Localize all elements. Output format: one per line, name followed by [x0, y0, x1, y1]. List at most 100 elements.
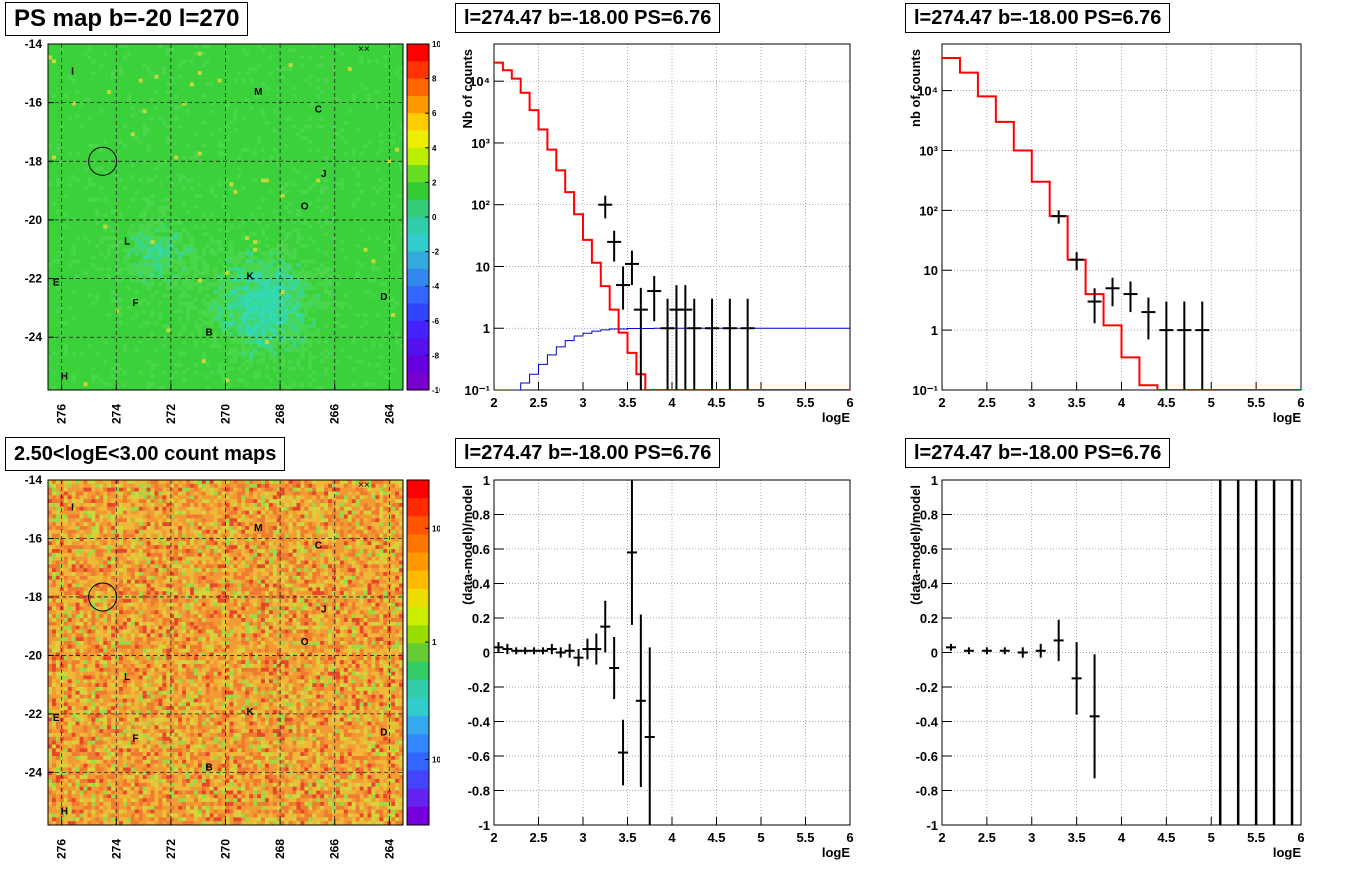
map-cell	[111, 170, 116, 176]
map-cell	[241, 67, 246, 72]
map-cell	[182, 51, 187, 56]
map-cell	[217, 270, 222, 275]
map-cell	[245, 213, 250, 218]
map-cell	[186, 301, 191, 306]
map-cell	[91, 313, 96, 318]
map-cell	[209, 274, 214, 279]
map-cell	[261, 313, 266, 318]
map-cell	[154, 324, 159, 329]
map-cell	[193, 59, 199, 64]
map-cell	[201, 55, 207, 60]
map-cell	[209, 270, 214, 275]
map-cell	[217, 90, 222, 95]
map-cell	[217, 340, 222, 345]
map-cell	[186, 224, 191, 229]
map-cell	[241, 343, 246, 349]
map-cell	[237, 105, 242, 110]
map-cell	[79, 193, 84, 199]
map-cell	[111, 97, 116, 102]
map-cell	[245, 170, 250, 176]
map-cell	[253, 151, 258, 156]
map-cell	[138, 86, 143, 91]
map-cell	[142, 147, 147, 152]
map-cell	[154, 59, 159, 64]
map-cell	[107, 105, 112, 110]
map-cell	[174, 140, 179, 145]
map-cell	[126, 324, 132, 329]
map-cell	[264, 70, 270, 76]
map-cell	[205, 263, 211, 268]
map-cell	[221, 186, 226, 191]
map-cell	[174, 209, 179, 214]
map-cell	[71, 290, 76, 295]
map-cell	[75, 140, 80, 145]
map-cell	[233, 332, 238, 337]
map-cell	[55, 86, 61, 91]
map-cell	[95, 378, 100, 383]
map-cell	[237, 266, 242, 272]
map-cell	[99, 140, 104, 145]
map-cell	[83, 109, 88, 114]
map-cell	[48, 86, 53, 91]
map-cell	[146, 140, 151, 145]
map-cell	[138, 293, 143, 299]
map-cell	[209, 328, 214, 333]
map-cell	[233, 305, 238, 310]
map-cell	[79, 167, 84, 172]
map-cell	[122, 190, 128, 195]
map-cell	[201, 366, 207, 372]
map-cell	[91, 63, 96, 68]
map-cell	[115, 347, 120, 352]
map-cell	[154, 374, 159, 379]
map-cell	[115, 343, 120, 349]
map-cell	[205, 370, 211, 375]
map-cell	[150, 167, 155, 172]
map-cell	[55, 359, 61, 364]
map-cell	[150, 205, 155, 210]
map-cell	[95, 105, 100, 110]
map-cell	[221, 105, 226, 110]
map-cell	[75, 117, 80, 122]
map-cell	[186, 217, 191, 222]
map-cell	[217, 51, 222, 56]
map-cell	[205, 155, 211, 160]
map-cell	[126, 67, 132, 72]
map-cell	[55, 309, 61, 314]
map-cell	[225, 301, 230, 306]
map-cell	[55, 270, 61, 275]
map-cell	[99, 70, 104, 76]
map-cell	[111, 320, 116, 325]
map-cell	[245, 217, 250, 222]
map-cell	[257, 182, 262, 187]
map-cell	[138, 366, 143, 372]
map-cell	[71, 78, 76, 83]
map-cell	[237, 78, 242, 83]
map-cell	[213, 270, 218, 275]
map-cell	[51, 220, 57, 225]
map-cell	[186, 140, 191, 145]
map-cell	[111, 351, 116, 356]
map-cell	[249, 93, 254, 99]
map-cell	[55, 351, 61, 356]
map-cell	[91, 251, 96, 256]
map-cell	[59, 124, 65, 129]
map-cell	[249, 263, 254, 268]
map-cell	[111, 117, 116, 122]
map-cell	[107, 366, 112, 372]
map-cell	[217, 47, 222, 52]
map-cell	[201, 186, 207, 191]
map-cell	[95, 282, 100, 287]
map-cell	[201, 86, 207, 91]
map-cell	[170, 236, 175, 241]
map-cell	[245, 347, 250, 352]
map-cell	[253, 182, 258, 187]
map-cell	[233, 186, 238, 191]
map-cell	[245, 74, 250, 79]
map-cell	[229, 363, 234, 368]
map-cell	[51, 351, 57, 356]
map-cell	[79, 309, 84, 314]
map-cell	[79, 90, 84, 95]
map-cell	[71, 55, 76, 60]
map-cell	[170, 286, 175, 291]
map-cell	[119, 332, 124, 337]
